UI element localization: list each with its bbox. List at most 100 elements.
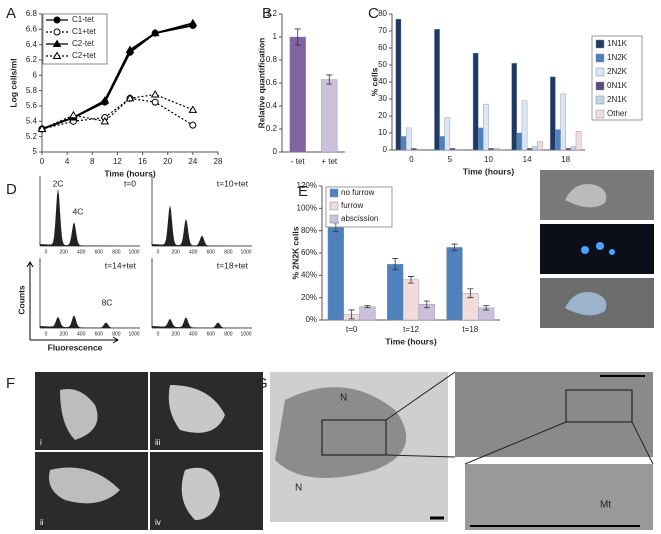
y-tick-label: 6.8 <box>26 9 38 18</box>
y-tick-label: 6.6 <box>26 24 38 33</box>
bar <box>387 263 404 321</box>
cell <box>49 467 120 504</box>
x-tick-label: 24 <box>188 157 197 166</box>
error-bar <box>408 276 414 284</box>
flow-tick-label: 600 <box>95 249 104 255</box>
legend-box <box>42 13 108 65</box>
cell <box>60 389 98 440</box>
micrograph-label: N <box>295 483 302 494</box>
flow-y-title: Counts <box>16 285 26 315</box>
y-tick-label: 80% <box>301 226 317 235</box>
x-tick-label: 4 <box>65 157 70 166</box>
bar <box>439 136 445 151</box>
bar <box>560 93 566 151</box>
x-tick-label: 16 <box>138 157 147 166</box>
flow-tick-label: 600 <box>207 249 216 255</box>
cell <box>168 385 225 433</box>
bar <box>483 103 489 151</box>
panel-f <box>35 372 263 530</box>
y-tick-label: 1.2 <box>266 9 278 18</box>
bar <box>446 247 463 321</box>
y-tick-label: 0.8 <box>266 55 278 64</box>
bar <box>472 52 479 151</box>
legend-label: furrow <box>341 201 363 210</box>
bar <box>516 132 523 151</box>
bar <box>550 76 556 151</box>
x-tick-label: 28 <box>214 157 223 166</box>
peak-label: 2C <box>53 178 64 188</box>
y-axis-title: Log cells/ml <box>8 58 18 107</box>
x-tick-label: 18 <box>561 155 570 164</box>
error-bar <box>392 258 399 271</box>
x-tick-label: 5 <box>448 155 453 164</box>
legend-box <box>325 186 393 228</box>
y-tick-label: 5.4 <box>26 116 38 125</box>
micrograph-dapi <box>540 224 654 274</box>
cell-outline <box>565 292 607 316</box>
legend-label: 2N1K <box>607 95 628 104</box>
peak-label: 4C <box>73 206 84 216</box>
error-bar <box>364 305 371 309</box>
x-tick-label: 10 <box>484 155 493 164</box>
y-tick-label: 6.4 <box>26 40 38 49</box>
flow-tick-label: 0 <box>157 331 160 337</box>
y-tick-label: 60 <box>378 43 387 52</box>
bar <box>359 306 376 321</box>
y-tick-label: 10 <box>378 128 387 137</box>
legend-label: C2-tet <box>72 39 95 48</box>
marker <box>125 45 135 54</box>
flow-tick-label: 200 <box>59 331 68 337</box>
flow-tick-label: 0 <box>157 249 160 255</box>
bar <box>405 127 412 151</box>
zoom-box <box>565 389 633 423</box>
y-tick-label: 60% <box>301 248 317 257</box>
y-tick-label: 0 <box>273 147 278 156</box>
bar <box>532 146 538 151</box>
error-bar <box>326 74 333 85</box>
marker <box>188 18 198 27</box>
zoom-line <box>385 454 456 458</box>
marker <box>69 110 78 119</box>
legend-swatch <box>329 214 339 224</box>
legend-label: 0N1K <box>607 81 628 90</box>
y-tick-label: 5.6 <box>26 101 38 110</box>
y-tick-label: 0.2 <box>266 124 278 133</box>
bar <box>521 100 528 151</box>
x-tick-label: t=18 <box>462 325 478 334</box>
legend-marker <box>52 39 62 47</box>
micrograph-label: Mt <box>600 500 611 511</box>
bar <box>565 148 572 151</box>
zoom-line <box>464 421 567 465</box>
x-tick-label: 20 <box>163 157 172 166</box>
bar <box>555 129 561 151</box>
legend-label: no furrow <box>341 188 375 197</box>
error-bar <box>294 28 301 46</box>
bar <box>537 141 543 151</box>
x-tick-label: 8 <box>90 157 95 166</box>
flow-x-title: Fluorescence <box>48 342 103 352</box>
line <box>41 93 194 130</box>
arrow <box>30 336 119 344</box>
bar <box>321 79 338 153</box>
bar <box>459 148 466 151</box>
x-tick-label: 0 <box>409 155 414 164</box>
y-tick-label: 0.4 <box>266 101 278 110</box>
y-axis-title: % 2N2K cells <box>290 226 300 279</box>
y-tick-label: 6 <box>33 70 38 79</box>
micrograph-label: ii <box>40 518 44 527</box>
x-tick-label: t=0 <box>346 325 358 334</box>
flow-tick-label: 200 <box>59 249 68 255</box>
flow-tick-label: 800 <box>224 331 233 337</box>
marker <box>125 93 135 102</box>
y-tick-label: 0% <box>305 315 317 324</box>
panel-label: E <box>298 183 308 200</box>
y-tick-label: 40% <box>301 270 317 279</box>
bar <box>327 227 344 321</box>
y-tick-label: 30 <box>378 94 387 103</box>
flow-histogram <box>40 315 140 328</box>
nucleus <box>581 246 589 254</box>
legend-label: 1N1K <box>607 39 628 48</box>
y-tick-label: 40 <box>378 77 387 86</box>
legend-swatch <box>595 95 605 105</box>
legend-swatch <box>329 201 339 211</box>
